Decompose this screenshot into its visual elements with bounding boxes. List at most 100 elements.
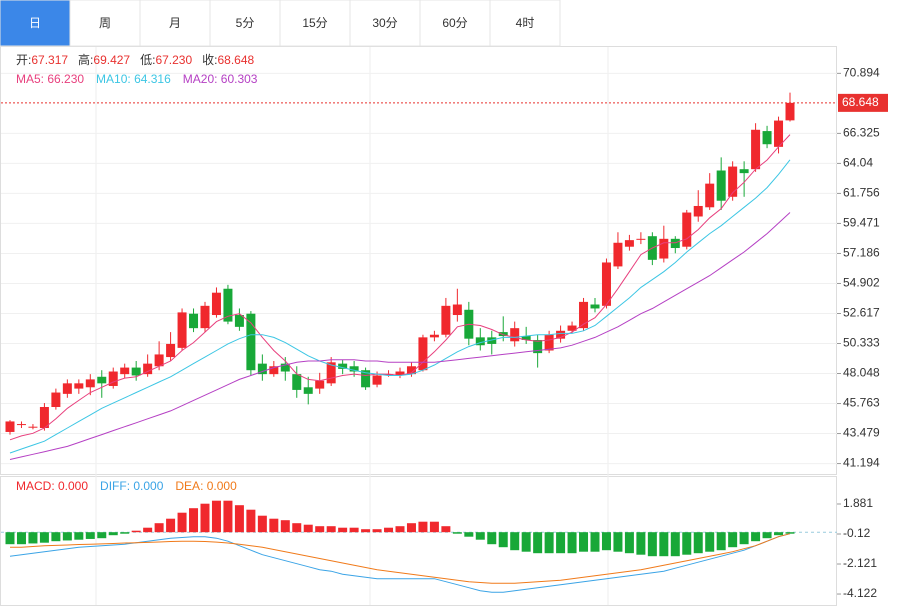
macd-bar xyxy=(234,505,244,533)
candle-body xyxy=(39,406,49,429)
tab-label[interactable]: 30分 xyxy=(372,16,397,30)
quote-label: 收: xyxy=(202,53,217,67)
macd-bar xyxy=(429,521,439,533)
candle-body xyxy=(533,339,543,354)
y-tick-label: 70.894 xyxy=(843,66,880,80)
tab-label[interactable]: 周 xyxy=(99,16,111,30)
candle-body xyxy=(326,362,336,384)
indicator-line xyxy=(9,159,791,454)
macd-bar xyxy=(739,532,749,545)
macd-bar xyxy=(785,532,795,534)
macd-bar xyxy=(762,532,772,539)
candle-body xyxy=(280,363,290,372)
tab-label[interactable]: 4时 xyxy=(516,16,535,30)
macd-bar xyxy=(303,524,313,533)
macd-bar xyxy=(441,526,451,533)
macd-bar xyxy=(16,532,26,545)
candle-body xyxy=(51,392,61,407)
y-tick-label: 43.479 xyxy=(843,426,880,440)
macd-bar xyxy=(39,532,49,543)
y-tick-label: 41.194 xyxy=(843,456,880,470)
candle-body xyxy=(498,332,508,337)
candle-body xyxy=(28,426,38,428)
tab-label[interactable]: 日 xyxy=(29,16,41,30)
candle-body xyxy=(108,371,118,386)
macd-bar xyxy=(269,518,279,533)
candle-body xyxy=(624,240,634,247)
candle-body xyxy=(567,325,577,331)
y-tick-label: 54.902 xyxy=(843,276,880,290)
y-tick-label: 64.04 xyxy=(843,156,873,170)
tab[interactable] xyxy=(139,0,211,47)
macd-bar xyxy=(510,532,520,551)
macd-bar xyxy=(728,532,738,548)
macd-bar xyxy=(384,527,394,533)
y-tick-label: -2.121 xyxy=(843,556,877,570)
candle-body xyxy=(223,288,233,322)
tab-label[interactable]: 60分 xyxy=(442,16,467,30)
macd-bar xyxy=(200,503,210,533)
candle-body xyxy=(636,238,646,240)
macd-bar xyxy=(705,532,715,552)
legend-entry: MA10: 64.316 xyxy=(96,72,171,86)
macd-bar xyxy=(292,523,302,533)
candle-body xyxy=(556,330,566,339)
macd-bar xyxy=(349,527,359,533)
macd-bar xyxy=(177,512,187,533)
candle-body xyxy=(154,354,164,367)
candle-body xyxy=(303,387,313,394)
candle-body xyxy=(659,238,669,259)
tab-label[interactable]: 月 xyxy=(169,16,181,30)
macd-bar xyxy=(257,515,267,533)
macd-bar xyxy=(326,526,336,533)
y-tick-label: 1.881 xyxy=(843,496,873,510)
tab-label[interactable]: 15分 xyxy=(302,16,327,30)
tab[interactable] xyxy=(209,0,281,47)
macd-bar xyxy=(670,532,680,557)
macd-bar xyxy=(62,532,72,541)
macd-bar xyxy=(361,529,371,533)
last-price-label: 68.648 xyxy=(842,95,879,109)
candle-body xyxy=(16,424,26,426)
candle-body xyxy=(762,131,772,145)
macd-bar xyxy=(418,521,428,533)
macd-bar xyxy=(590,532,600,552)
candle-body xyxy=(579,301,589,329)
macd-bar xyxy=(85,532,95,539)
macd-bar xyxy=(338,527,348,533)
tab[interactable] xyxy=(0,0,71,47)
macd-bar xyxy=(406,523,416,533)
macd-bar xyxy=(315,526,325,533)
tab-label[interactable]: 5分 xyxy=(236,16,255,30)
macd-bar xyxy=(579,532,589,552)
indicator-line xyxy=(9,212,791,460)
quote-value: 69.427 xyxy=(93,53,130,67)
macd-bar xyxy=(120,532,130,534)
macd-bar xyxy=(108,532,118,536)
macd-bar xyxy=(154,523,164,533)
candle-body xyxy=(395,371,405,376)
candle-body xyxy=(5,421,15,432)
candle-body xyxy=(705,183,715,208)
candle-body xyxy=(601,262,611,306)
legend-entry: MA20: 60.303 xyxy=(183,72,258,86)
candle-body xyxy=(349,366,359,372)
y-tick-label: 66.325 xyxy=(843,126,880,140)
tab[interactable] xyxy=(419,0,491,47)
quote-label: 高: xyxy=(78,52,93,67)
legend-entry: MA5: 66.230 xyxy=(16,72,84,86)
macd-bar xyxy=(143,527,153,533)
candle-body xyxy=(475,337,485,346)
candle-body xyxy=(200,305,210,329)
macd-bar xyxy=(533,532,543,554)
macd-bar xyxy=(5,532,15,545)
candle-body xyxy=(131,367,141,376)
tab[interactable] xyxy=(489,0,561,47)
macd-bar xyxy=(211,500,221,533)
candle-body xyxy=(728,166,738,197)
macd-bar xyxy=(280,520,290,533)
macd-bar xyxy=(774,532,784,536)
indicator-line xyxy=(10,533,791,584)
